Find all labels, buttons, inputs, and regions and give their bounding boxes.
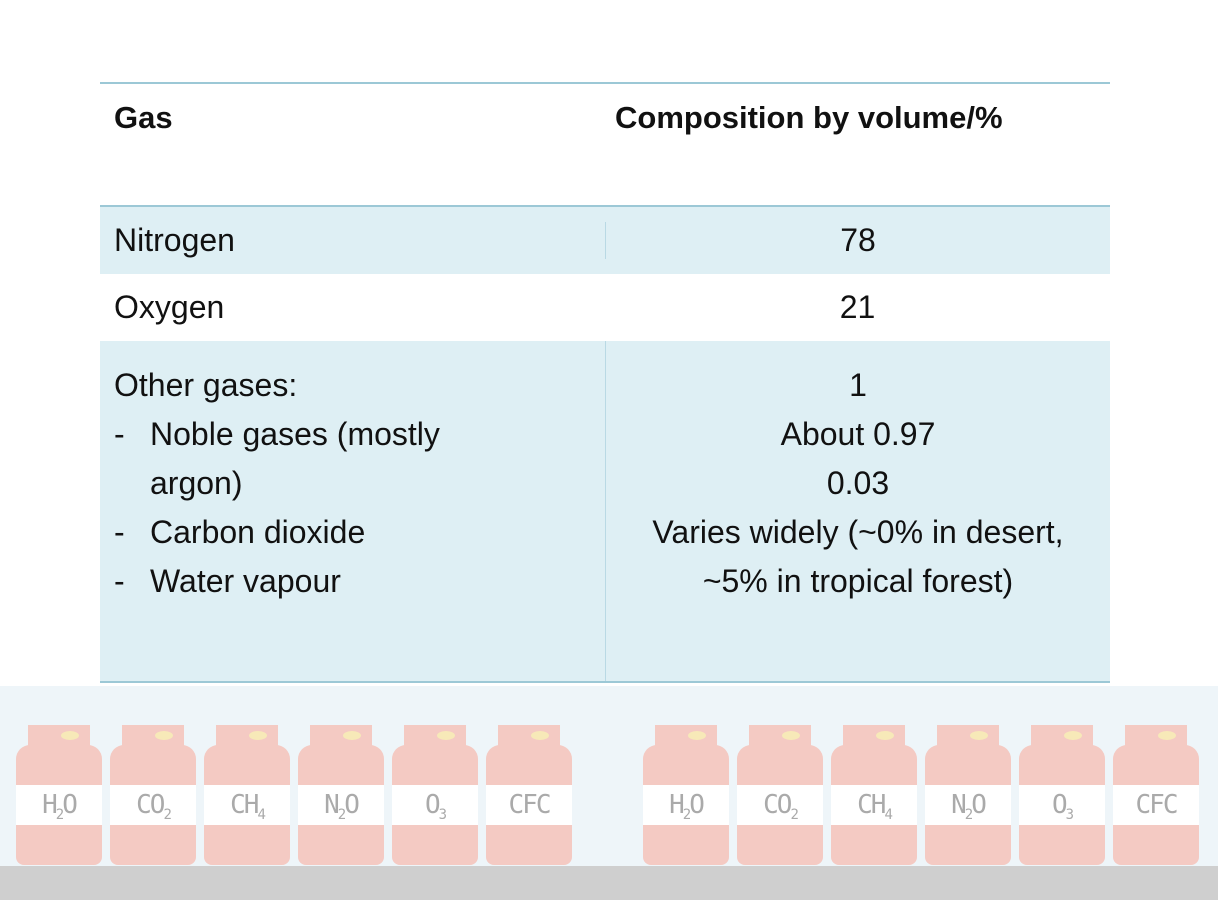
table-row: Oxygen 21 [100,274,1110,341]
dash: - [114,514,125,550]
other-gases-value: 1 [849,367,867,403]
cylinder-label: CFC [486,785,572,825]
gas-cylinder-icon: O3 [392,725,478,870]
header-composition: Composition by volume/% [615,100,1003,135]
table-row: Nitrogen 78 [100,207,1110,274]
noble-gases-value: About 0.97 [780,416,936,452]
gas-cylinder-icon: N2O [925,725,1011,870]
valve [437,731,455,740]
cylinder-cap [1125,725,1187,747]
gas-cell: Oxygen [114,289,225,325]
table-header: Gas Composition by volume/% [100,84,1110,207]
valve [1158,731,1176,740]
value-cell: 78 [605,222,1110,259]
valve [1064,731,1082,740]
cylinder-label: O3 [1019,785,1105,825]
cylinder-label: CO2 [737,785,823,825]
cylinder-cap [843,725,905,747]
water-vapour-label: Water vapour [150,563,341,599]
cylinder-cap [655,725,717,747]
cylinder-cap [498,725,560,747]
water-vapour-value: Varies widely (~0% in desert, [652,514,1064,550]
gas-cylinder-icon: CFC [486,725,572,870]
cylinder-cap [749,725,811,747]
gas-cell: Nitrogen [114,222,235,258]
gas-cylinder-icon: CO2 [110,725,196,870]
shelf-background [0,686,1218,900]
gas-cylinder-icon: CH4 [204,725,290,870]
header-gas: Gas [114,100,173,135]
value-cell: 1 About 0.97 0.03 Varies widely (~0% in … [605,341,1110,681]
cylinder-cap [937,725,999,747]
gas-cylinder-icon: H2O [643,725,729,870]
noble-gases-label-cont: argon) [150,465,243,501]
cylinder-cap [310,725,372,747]
gas-cylinder-icon: O3 [1019,725,1105,870]
other-gases-label: Other gases: [114,367,298,403]
cylinder-label: N2O [925,785,1011,825]
valve [249,731,267,740]
valve [343,731,361,740]
water-vapour-value-cont: ~5% in tropical forest) [702,563,1014,599]
valve [155,731,173,740]
shelf [0,866,1218,900]
valve [531,731,549,740]
noble-gases-label: Noble gases (mostly [150,416,440,452]
dash: - [114,416,125,452]
cylinder-label: O3 [392,785,478,825]
gas-cylinder-icon: CO2 [737,725,823,870]
cylinder-cap [1031,725,1093,747]
gas-cylinder-icon: CH4 [831,725,917,870]
carbon-dioxide-value: 0.03 [826,465,890,501]
valve [970,731,988,740]
cylinder-label: CH4 [204,785,290,825]
cylinder-label: CH4 [831,785,917,825]
cylinder-label: CFC [1113,785,1199,825]
dash: - [114,563,125,599]
cylinder-label: CO2 [110,785,196,825]
value-cell: 21 [839,289,876,325]
gas-cell: Other gases: - Noble gases (mostly argon) … [100,341,605,681]
cylinder-cap [216,725,278,747]
cylinder-label: H2O [643,785,729,825]
valve [688,731,706,740]
cylinder-label: N2O [298,785,384,825]
valve [61,731,79,740]
composition-table: Gas Composition by volume/% Nitrogen 78 … [100,82,1110,683]
cylinder-cap [404,725,466,747]
cylinder-label: H2O [16,785,102,825]
valve [876,731,894,740]
gas-cylinder-icon: H2O [16,725,102,870]
table-row: Other gases: - Noble gases (mostly argon) … [100,341,1110,681]
carbon-dioxide-label: Carbon dioxide [150,514,366,550]
cylinder-cap [122,725,184,747]
gas-cylinder-icon: CFC [1113,725,1199,870]
valve [782,731,800,740]
gas-cylinder-icon: N2O [298,725,384,870]
cylinder-cap [28,725,90,747]
